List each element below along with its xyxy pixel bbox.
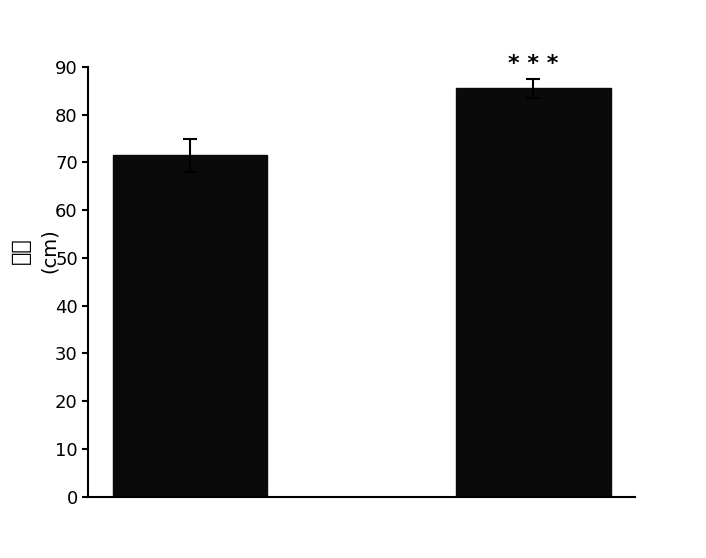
Bar [113,155,268,497]
Text: 董量: 董量 [11,238,31,264]
Text: (cm): (cm) [40,229,59,273]
Bar [456,88,611,497]
Text: * * *: * * * [508,54,558,74]
